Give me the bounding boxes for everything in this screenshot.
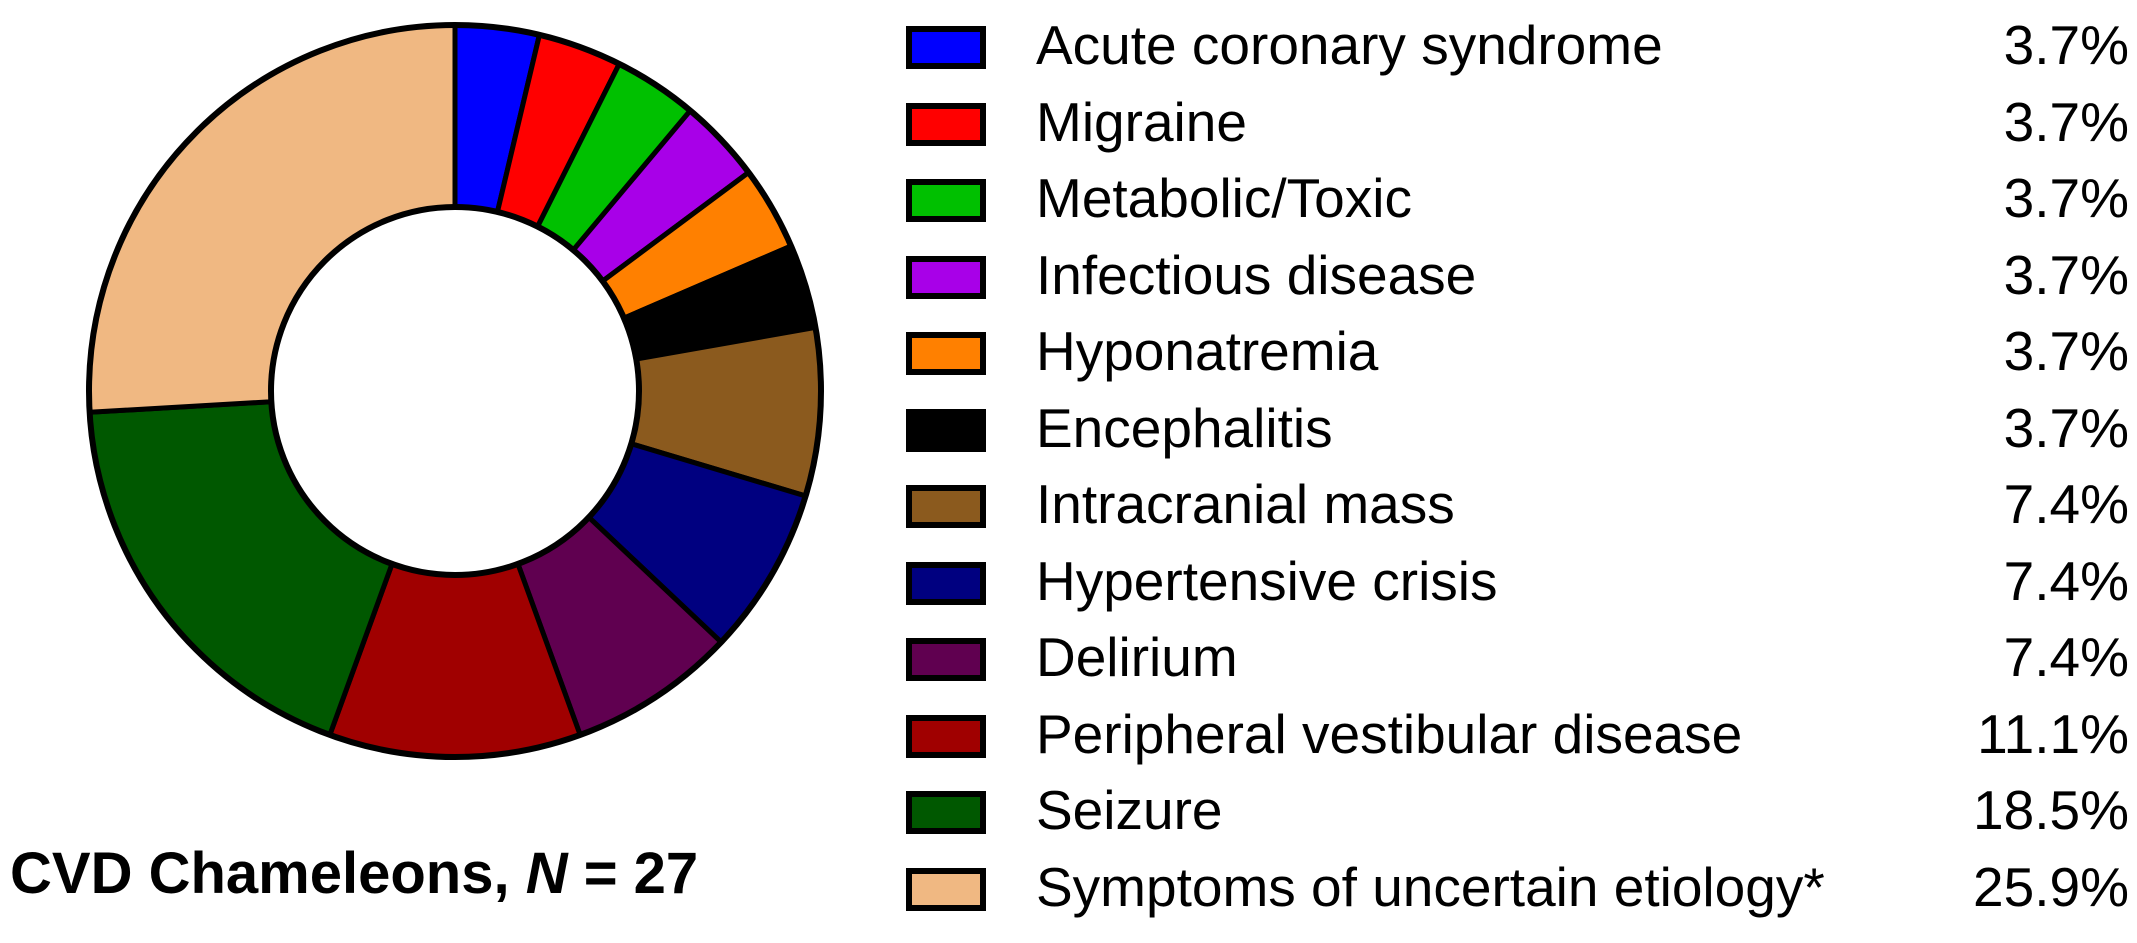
legend-swatch bbox=[906, 638, 986, 681]
legend-value: 25.9% bbox=[1973, 855, 2129, 918]
legend-swatch bbox=[906, 26, 986, 69]
legend-value: 7.4% bbox=[2003, 626, 2129, 688]
legend-swatch bbox=[906, 791, 986, 834]
legend-swatch bbox=[906, 102, 986, 146]
legend-swatch bbox=[906, 561, 986, 605]
legend-label: Seizure bbox=[1036, 779, 1223, 841]
legend-item-peripheral-vestibular-disease: Peripheral vestibular disease 11.1% bbox=[906, 706, 2137, 788]
legend: Acute coronary syndrome 3.7% Migraine 3.7% M… bbox=[906, 18, 2137, 941]
legend-label: Migraine bbox=[1036, 90, 1247, 153]
legend-item-symptoms-of-uncertain-etiology: Symptoms of uncertain etiology* 25.9% bbox=[906, 859, 2137, 941]
legend-label: Peripheral vestibular disease bbox=[1036, 702, 1743, 765]
legend-value: 11.1% bbox=[1977, 702, 2129, 765]
legend-value: 7.4% bbox=[2003, 549, 2129, 612]
legend-label: Acute coronary syndrome bbox=[1036, 14, 1663, 76]
legend-value: 3.7% bbox=[2003, 167, 2129, 229]
legend-item-hypertensive-crisis: Hypertensive crisis 7.4% bbox=[906, 553, 2137, 635]
caption-prefix: CVD Chameleons, bbox=[10, 841, 526, 906]
legend-item-metabolic-toxic: Metabolic/Toxic 3.7% bbox=[906, 171, 2137, 252]
legend-label: Hyponatremia bbox=[1036, 320, 1379, 382]
legend-swatch bbox=[906, 714, 986, 758]
legend-item-intracranial-mass: Intracranial mass 7.4% bbox=[906, 477, 2137, 558]
caption-n-suffix: = 27 bbox=[567, 841, 699, 906]
donut-chart bbox=[86, 22, 824, 760]
legend-value: 3.7% bbox=[2003, 14, 2129, 76]
legend-swatch bbox=[906, 867, 986, 911]
legend-label: Metabolic/Toxic bbox=[1036, 167, 1412, 229]
caption-n-symbol: N bbox=[525, 841, 568, 906]
legend-value: 3.7% bbox=[2003, 396, 2129, 459]
legend-item-migraine: Migraine 3.7% bbox=[906, 94, 2137, 176]
legend-item-hyponatremia: Hyponatremia 3.7% bbox=[906, 324, 2137, 405]
legend-swatch bbox=[906, 255, 986, 299]
legend-item-acute-coronary-syndrome: Acute coronary syndrome 3.7% bbox=[906, 18, 2137, 99]
legend-swatch bbox=[906, 332, 986, 375]
legend-value: 3.7% bbox=[2003, 320, 2129, 382]
legend-label: Infectious disease bbox=[1036, 243, 1477, 306]
legend-value: 7.4% bbox=[2003, 473, 2129, 535]
legend-label: Hypertensive crisis bbox=[1036, 549, 1498, 612]
legend-value: 18.5% bbox=[1973, 779, 2129, 841]
legend-label: Delirium bbox=[1036, 626, 1238, 688]
legend-value: 3.7% bbox=[2003, 243, 2129, 306]
legend-label: Intracranial mass bbox=[1036, 473, 1455, 535]
legend-value: 3.7% bbox=[2003, 90, 2129, 153]
legend-item-seizure: Seizure 18.5% bbox=[906, 783, 2137, 864]
donut-hole bbox=[268, 204, 642, 578]
legend-swatch bbox=[906, 179, 986, 222]
legend-item-delirium: Delirium 7.4% bbox=[906, 630, 2137, 711]
legend-label: Encephalitis bbox=[1036, 396, 1333, 459]
legend-swatch bbox=[906, 485, 986, 528]
legend-swatch bbox=[906, 408, 986, 452]
legend-label: Symptoms of uncertain etiology* bbox=[1036, 855, 1825, 918]
legend-item-encephalitis: Encephalitis 3.7% bbox=[906, 400, 2137, 482]
legend-item-infectious-disease: Infectious disease 3.7% bbox=[906, 247, 2137, 329]
donut-outer-border bbox=[86, 22, 824, 760]
chart-caption: CVD Chameleons, N = 27 bbox=[10, 845, 698, 903]
